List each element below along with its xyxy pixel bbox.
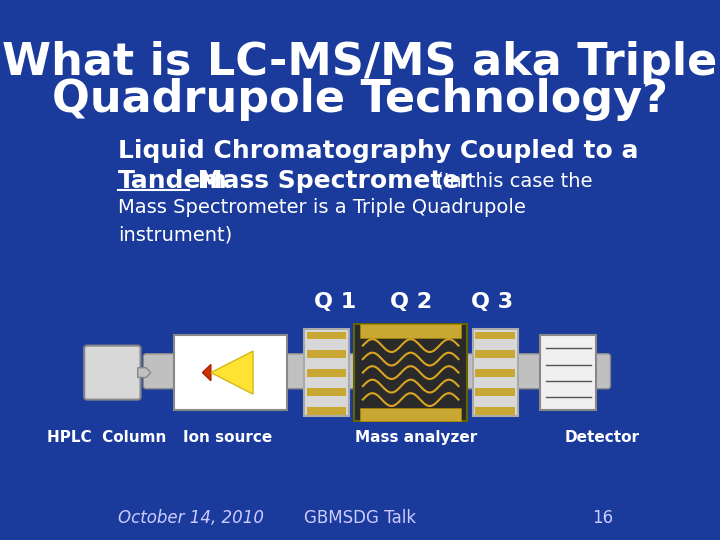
Text: GBMSDG Talk: GBMSDG Talk bbox=[304, 509, 416, 528]
Bar bbox=[354, 324, 467, 421]
Text: Ion source: Ion source bbox=[183, 430, 272, 445]
Bar bbox=[307, 369, 346, 377]
Text: Tandem: Tandem bbox=[118, 169, 228, 193]
Bar bbox=[472, 329, 518, 416]
Bar bbox=[475, 388, 515, 396]
Bar bbox=[307, 407, 346, 415]
Text: October 14, 2010: October 14, 2010 bbox=[118, 509, 264, 528]
Polygon shape bbox=[211, 351, 253, 394]
Bar bbox=[475, 369, 515, 377]
Text: What is LC-MS/MS aka Triple: What is LC-MS/MS aka Triple bbox=[2, 40, 718, 84]
Text: Liquid Chromatography Coupled to a: Liquid Chromatography Coupled to a bbox=[118, 139, 639, 163]
Bar bbox=[360, 324, 462, 338]
Text: Mass analyzer: Mass analyzer bbox=[355, 430, 477, 445]
Bar bbox=[475, 407, 515, 415]
Bar bbox=[307, 350, 346, 358]
Bar bbox=[475, 350, 515, 358]
Bar bbox=[307, 332, 346, 339]
Polygon shape bbox=[202, 364, 211, 381]
Text: Mass Spectrometer is a Triple Quadrupole: Mass Spectrometer is a Triple Quadrupole bbox=[118, 198, 526, 218]
FancyBboxPatch shape bbox=[84, 346, 140, 400]
Text: Quadrupole Technology?: Quadrupole Technology? bbox=[52, 78, 668, 122]
Text: HPLC  Column: HPLC Column bbox=[47, 430, 166, 445]
Text: instrument): instrument) bbox=[118, 225, 233, 245]
Text: (In this case the: (In this case the bbox=[431, 171, 593, 191]
Text: Detector: Detector bbox=[564, 430, 639, 445]
Text: Q 2: Q 2 bbox=[390, 292, 432, 313]
FancyBboxPatch shape bbox=[143, 354, 611, 389]
Bar bbox=[174, 335, 287, 410]
Text: Q 1: Q 1 bbox=[313, 292, 356, 313]
Text: 16: 16 bbox=[592, 509, 613, 528]
Bar bbox=[360, 408, 462, 421]
Bar bbox=[540, 335, 596, 410]
Bar bbox=[304, 329, 348, 416]
Bar bbox=[307, 388, 346, 396]
Text: Q 3: Q 3 bbox=[471, 292, 513, 313]
FancyArrow shape bbox=[138, 368, 150, 377]
Bar bbox=[475, 332, 515, 339]
Text: Mass Spectrometer: Mass Spectrometer bbox=[189, 169, 472, 193]
